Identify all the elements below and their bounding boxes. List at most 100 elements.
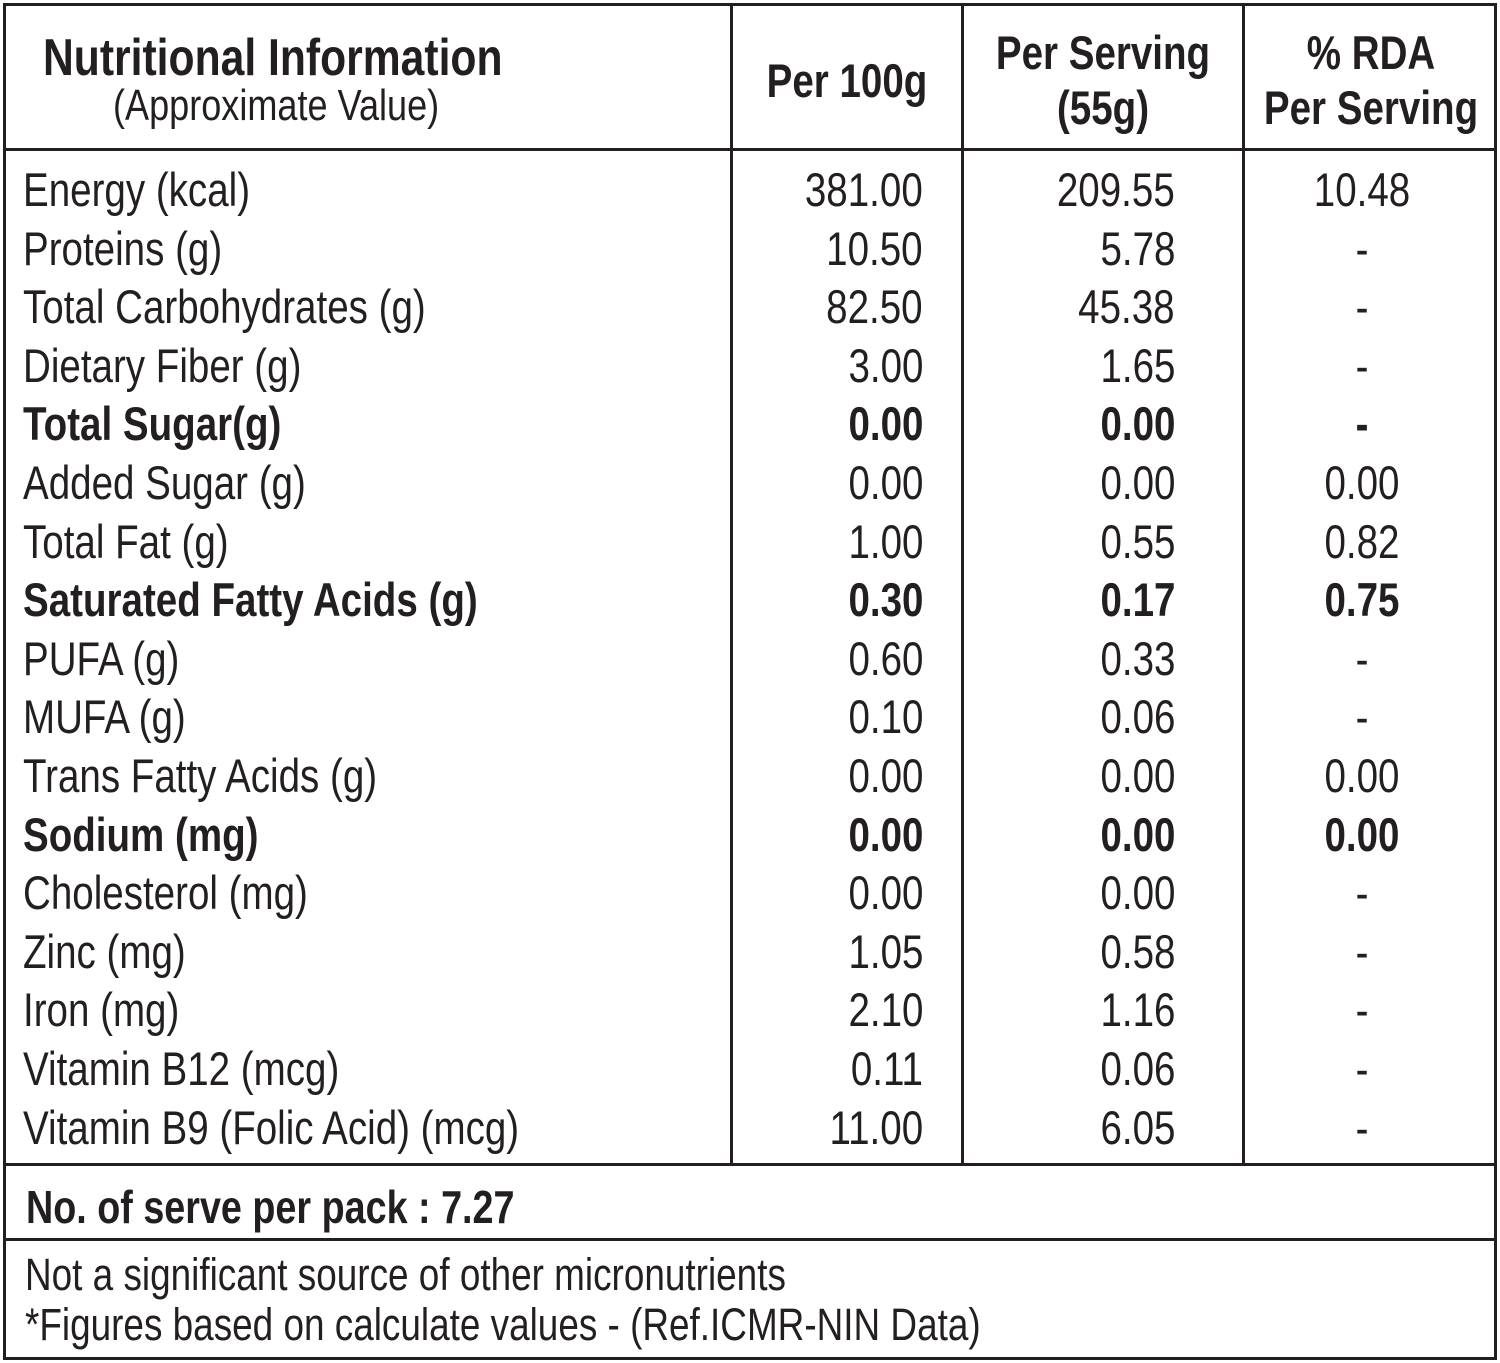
table-row: Proteins (g) 10.50 5.78 -	[6, 220, 1494, 278]
column-divider-2	[961, 6, 964, 1166]
nutrition-table: Nutritional Information (Approximate Val…	[3, 3, 1497, 1360]
nutrient-name: MUFA (g)	[23, 690, 186, 744]
value-rda-per-serving: -	[1355, 866, 1369, 920]
nutrient-name: Dietary Fiber (g)	[23, 338, 302, 392]
nutrient-name: Sodium (mg)	[23, 807, 259, 861]
table-row: Energy (kcal) 381.00 209.55 10.48	[6, 161, 1494, 219]
value-rda-per-serving: -	[1355, 631, 1369, 685]
value-per-serving: 0.00	[1099, 866, 1175, 920]
value-per-100g: 0.30	[847, 573, 923, 627]
value-per-100g: 2.10	[847, 983, 923, 1037]
nutrient-name: Total Carbohydrates (g)	[23, 280, 426, 334]
table-row: Sodium (mg) 0.00 0.00 0.00	[6, 806, 1494, 864]
value-rda-per-serving: -	[1355, 1100, 1369, 1154]
value-per-100g: 0.11	[850, 1042, 923, 1095]
value-per-serving: 1.16	[1099, 983, 1175, 1037]
value-per-serving: 5.78	[1099, 221, 1175, 275]
value-rda-per-serving: -	[1355, 1042, 1369, 1095]
table-row: Added Sugar (g) 0.00 0.00 0.00	[6, 454, 1494, 512]
value-rda-per-serving: 0.00	[1324, 749, 1400, 802]
value-rda-per-serving: -	[1355, 397, 1369, 451]
column-divider-1	[730, 6, 733, 1166]
column-header-per-serving-line1: Per Serving	[995, 26, 1211, 79]
column-header-per-serving: Per Serving (55g)	[989, 20, 1217, 140]
table-row: Zinc (mg) 1.05 0.58 -	[6, 923, 1494, 981]
table-bottom-divider	[6, 1163, 1494, 1166]
table-row: PUFA (g) 0.60 0.33 -	[6, 630, 1494, 688]
value-per-serving: 0.55	[1099, 514, 1175, 568]
value-per-serving: 45.38	[1078, 280, 1175, 334]
table-row: Total Fat (g) 1.00 0.55 0.82	[6, 513, 1494, 571]
value-per-serving: 6.05	[1099, 1100, 1175, 1154]
value-rda-per-serving: -	[1355, 924, 1369, 978]
value-per-100g: 0.00	[847, 807, 923, 861]
nutrient-name: Trans Fatty Acids (g)	[23, 749, 378, 802]
table-row: Vitamin B9 (Folic Acid) (mcg) 11.00 6.05 -	[6, 1099, 1494, 1157]
value-rda-per-serving: -	[1355, 280, 1369, 334]
value-per-serving: 0.06	[1099, 1042, 1175, 1095]
value-rda-per-serving: 0.00	[1324, 456, 1400, 509]
value-per-serving: 0.17	[1099, 573, 1175, 627]
table-row: Iron (mg) 2.10 1.16 -	[6, 981, 1494, 1039]
serve-per-pack: No. of serve per pack : 7.27	[26, 1181, 515, 1233]
column-header-per-100g: Per 100g	[754, 20, 941, 140]
table-row: Saturated Fatty Acids (g) 0.30 0.17 0.75	[6, 571, 1494, 629]
value-per-100g: 3.00	[847, 338, 923, 392]
value-per-100g: 0.10	[847, 690, 923, 744]
value-rda-per-serving: -	[1355, 338, 1369, 392]
value-per-serving: 0.00	[1099, 807, 1175, 861]
value-per-100g: 82.50	[826, 280, 923, 334]
column-header-rda-line2: Per Serving	[1263, 81, 1479, 134]
value-per-serving: 0.06	[1099, 690, 1175, 744]
nutrient-name: Vitamin B9 (Folic Acid) (mcg)	[23, 1100, 520, 1154]
value-per-100g: 0.00	[847, 456, 923, 509]
value-per-100g: 1.00	[847, 514, 923, 568]
value-per-100g: 0.00	[847, 749, 923, 802]
nutrient-name: Total Sugar(g)	[23, 397, 282, 451]
table-row: Total Sugar(g) 0.00 0.00 -	[6, 395, 1494, 453]
value-per-100g: 10.50	[826, 221, 923, 275]
column-header-rda: % RDA Per Serving	[1264, 20, 1478, 140]
value-per-serving: 0.33	[1099, 631, 1175, 685]
value-rda-per-serving: 10.48	[1313, 163, 1411, 216]
column-header-per-serving-line2: (55g)	[1056, 81, 1150, 134]
table-row: Cholesterol (mg) 0.00 0.00 -	[6, 864, 1494, 922]
footnote-reference: *Figures based on calculate values - (Re…	[25, 1299, 981, 1350]
value-rda-per-serving: 0.00	[1324, 807, 1400, 861]
value-per-100g: 1.05	[847, 924, 923, 978]
value-rda-per-serving: 0.75	[1324, 573, 1400, 627]
value-per-serving: 209.55	[1057, 163, 1175, 216]
nutrient-name: Iron (mg)	[23, 983, 180, 1037]
nutrient-name: Proteins (g)	[23, 221, 223, 275]
value-per-100g: 11.00	[829, 1100, 923, 1154]
nutrient-name: Saturated Fatty Acids (g)	[23, 573, 478, 627]
nutrient-name: Cholesterol (mg)	[23, 866, 308, 920]
table-subtitle: (Approximate Value)	[113, 81, 440, 130]
nutrient-name: Energy (kcal)	[23, 163, 251, 216]
value-per-100g: 0.00	[847, 866, 923, 920]
nutrient-name: Added Sugar (g)	[23, 456, 306, 509]
value-per-serving: 0.00	[1099, 749, 1175, 802]
column-header-per-100g-label: Per 100g	[766, 53, 928, 107]
column-divider-3	[1242, 6, 1245, 1166]
footnote-micronutrients: Not a significant source of other micron…	[25, 1249, 786, 1300]
value-rda-per-serving: 0.82	[1324, 514, 1400, 568]
table-row: Trans Fatty Acids (g) 0.00 0.00 0.00	[6, 747, 1494, 805]
value-per-100g: 381.00	[805, 163, 923, 216]
footnote-divider	[6, 1238, 1494, 1241]
value-rda-per-serving: -	[1355, 221, 1369, 275]
header-divider	[6, 148, 1494, 151]
value-per-serving: 0.00	[1099, 456, 1175, 509]
column-header-rda-line1: % RDA	[1306, 26, 1436, 79]
nutrient-name: Zinc (mg)	[23, 924, 186, 978]
table-row: MUFA (g) 0.10 0.06 -	[6, 688, 1494, 746]
table-row: Vitamin B12 (mcg) 0.11 0.06 -	[6, 1040, 1494, 1098]
nutrient-name: Total Fat (g)	[23, 514, 229, 568]
value-per-100g: 0.00	[847, 397, 923, 451]
table-title: Nutritional Information	[43, 29, 503, 87]
value-per-serving: 1.65	[1099, 338, 1175, 392]
value-per-serving: 0.58	[1099, 924, 1175, 978]
nutrient-name: PUFA (g)	[23, 631, 180, 685]
value-rda-per-serving: -	[1355, 690, 1369, 744]
nutrient-name: Vitamin B12 (mcg)	[23, 1042, 340, 1095]
